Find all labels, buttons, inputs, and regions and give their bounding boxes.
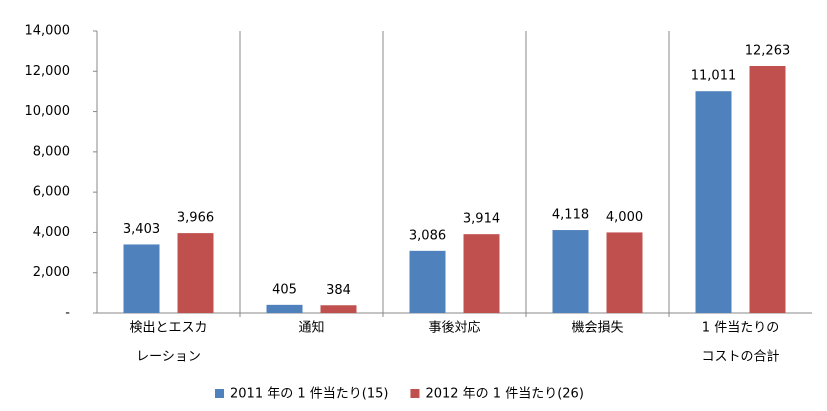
y-tick-label: 12,000: [25, 64, 71, 79]
bar: [695, 91, 732, 313]
value-label: 405: [272, 282, 297, 297]
y-tick-label: 6,000: [33, 185, 70, 200]
y-tick-label: 14,000: [25, 24, 71, 39]
y-tick-label: 10,000: [25, 104, 71, 119]
value-label: 3,914: [463, 212, 500, 227]
value-label: 3,086: [409, 228, 446, 243]
bar: [552, 230, 589, 313]
x-tick-label: 1 件当たりの: [702, 321, 779, 336]
value-label: 3,403: [123, 222, 160, 237]
y-tick-label: 4,000: [33, 225, 70, 240]
bar: [409, 250, 446, 313]
x-tick-label: 通知: [298, 320, 324, 336]
value-label: 11,011: [691, 69, 737, 84]
bar: [749, 65, 786, 313]
x-tick-label: レーション: [136, 350, 201, 365]
y-tick-label: 2,000: [33, 265, 70, 280]
bar: [463, 234, 500, 313]
bar: [320, 305, 357, 313]
value-label: 12,263: [745, 43, 791, 58]
bar: [123, 244, 160, 313]
y-tick-label: -: [65, 306, 70, 321]
value-label: 4,118: [552, 208, 589, 223]
legend-swatch: [410, 389, 420, 398]
legend-swatch: [215, 389, 224, 398]
bar: [266, 304, 303, 313]
x-tick-label: 検出とエスカ: [129, 321, 207, 336]
legend-label: 2011 年の 1 件当たり(15): [230, 387, 388, 402]
legend-label: 2012 年の 1 件当たり(26): [425, 387, 583, 402]
x-tick-label: 事後対応: [428, 321, 480, 336]
bar: [606, 232, 643, 313]
x-tick-label: 機会損失: [571, 321, 623, 336]
bar: [177, 233, 214, 313]
value-label: 4,000: [606, 210, 643, 225]
value-label: 3,966: [177, 211, 214, 226]
y-tick-label: 8,000: [33, 144, 70, 159]
value-label: 384: [326, 283, 351, 298]
x-tick-label: コストの合計: [701, 349, 779, 365]
